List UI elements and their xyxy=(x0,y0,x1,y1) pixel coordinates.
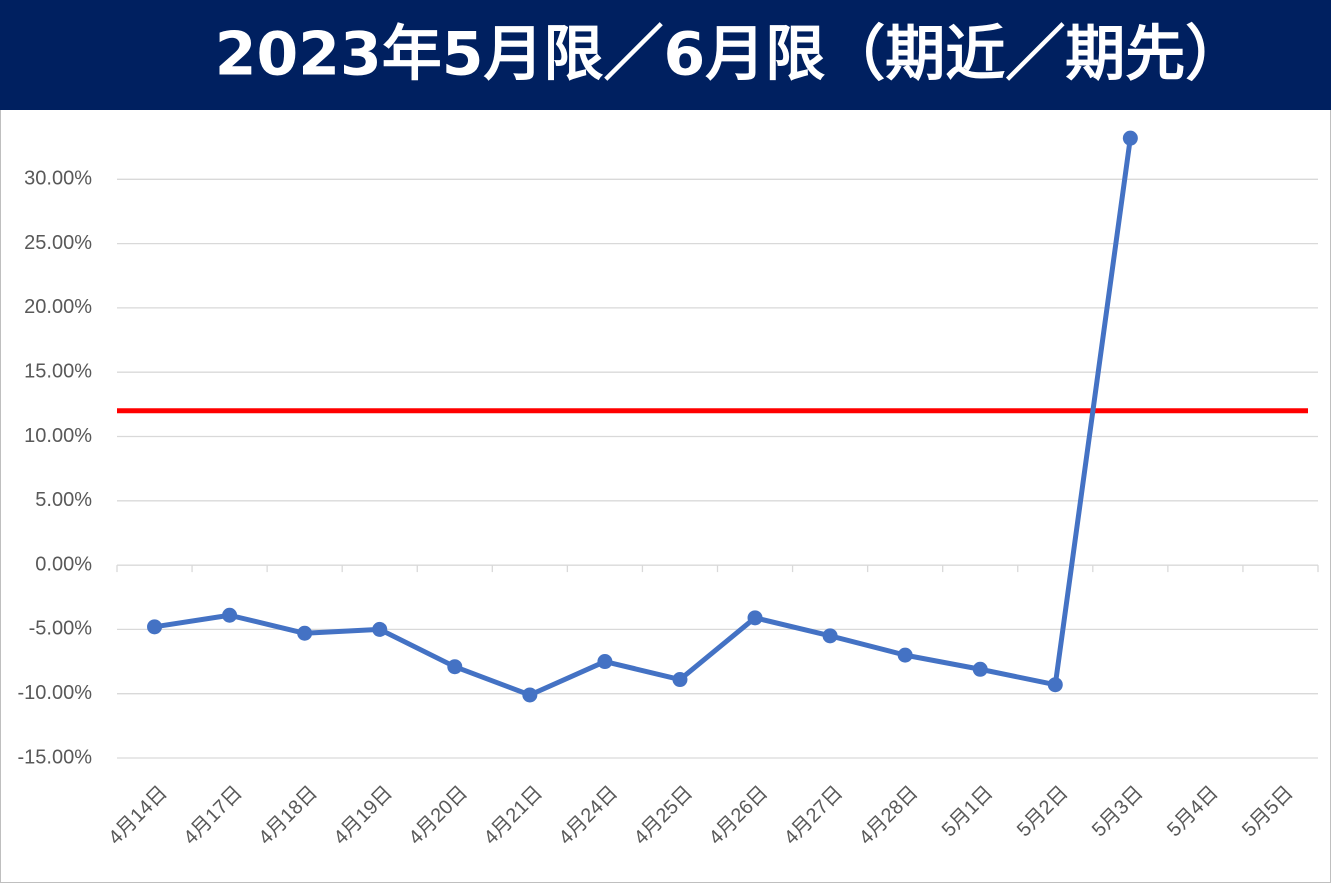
data-point xyxy=(522,687,538,703)
y-tick-label: 15.00% xyxy=(24,360,92,382)
data-point xyxy=(822,628,838,644)
series-line xyxy=(154,137,1133,698)
data-point xyxy=(147,619,163,635)
y-tick-label: 0.00% xyxy=(35,553,92,575)
data-point xyxy=(447,659,463,675)
data-point xyxy=(222,607,238,623)
y-tick-label: -15.00% xyxy=(18,746,93,768)
data-point xyxy=(747,610,763,626)
data-point xyxy=(1047,677,1063,693)
data-point xyxy=(297,625,313,641)
y-tick-label: 20.00% xyxy=(24,296,92,318)
title-bar xyxy=(0,0,1331,110)
data-point xyxy=(597,654,613,670)
y-tick-label: 25.00% xyxy=(24,232,92,254)
y-tick-label: -5.00% xyxy=(29,618,93,640)
y-tick-label: 30.00% xyxy=(24,168,92,190)
data-point xyxy=(372,621,388,637)
y-tick-label: 5.00% xyxy=(35,489,92,511)
data-point xyxy=(972,661,988,677)
data-point xyxy=(672,672,688,688)
data-point xyxy=(897,647,913,663)
y-tick-label: 10.00% xyxy=(24,425,92,447)
y-tick-label: -10.00% xyxy=(18,682,93,704)
chart-title: 2023年5月限／6月限（期近／期先） xyxy=(215,20,1246,90)
data-point xyxy=(1122,130,1138,146)
